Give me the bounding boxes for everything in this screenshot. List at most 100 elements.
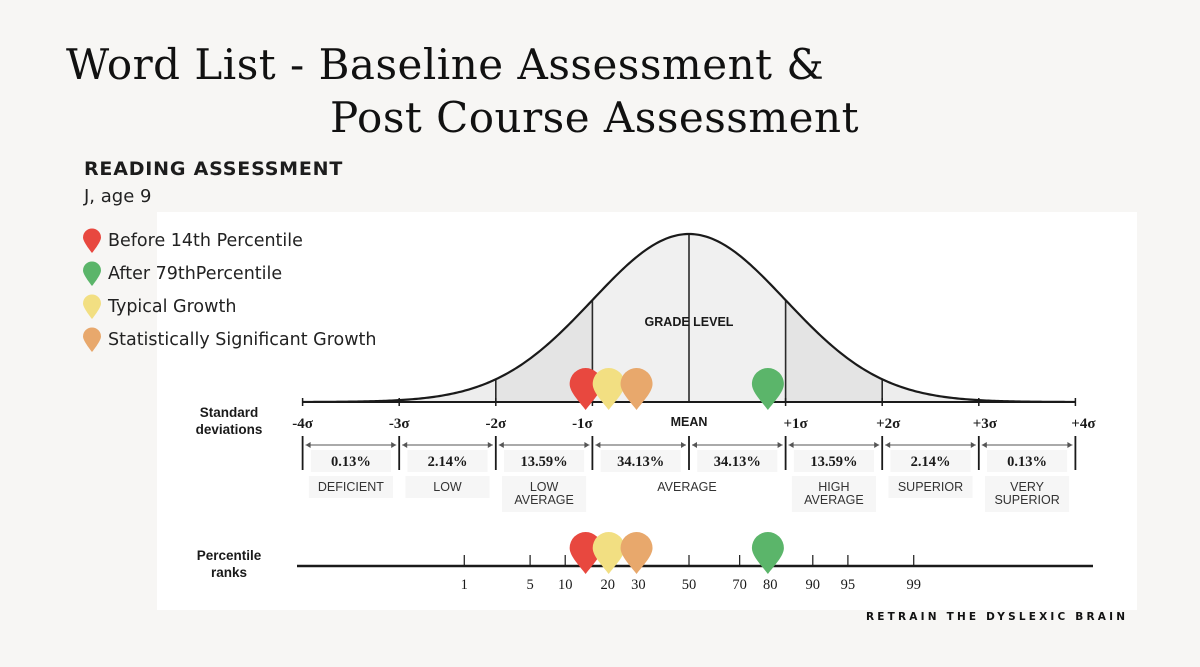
percentile-tick-label: 10	[558, 577, 573, 593]
arrow-left-icon	[498, 442, 504, 448]
footer-brand: RETRAIN THE DYSLEXIC BRAIN	[866, 611, 1129, 623]
band-percentage: 0.13%	[1007, 454, 1047, 470]
band-category-label: SUPERIOR	[994, 493, 1059, 507]
band-percentage: 13.59%	[521, 454, 568, 470]
map-pin-icon	[83, 228, 101, 253]
band-category-label: VERY	[1010, 480, 1044, 494]
percentile-marker-pin	[620, 532, 653, 574]
mean-label: MEAN	[671, 415, 708, 429]
percentile-marker-pin	[569, 532, 602, 574]
map-pin-icon	[83, 294, 101, 319]
sd-tick-label: +4σ	[1071, 416, 1096, 432]
curve-marker-pin	[620, 368, 653, 410]
band-percentage: 2.14%	[911, 454, 951, 470]
band-percentage: 34.13%	[617, 454, 664, 470]
percentile-axis-title: Percentile	[197, 548, 262, 563]
band-category-bg	[502, 476, 587, 512]
legend-item-typical-growth: Typical Growth	[82, 290, 377, 323]
percentile-tick-label: 99	[906, 577, 921, 593]
band-category-bg	[405, 476, 490, 498]
band-pct-bg	[600, 450, 681, 472]
band-pct-bg	[310, 450, 391, 472]
sd-tick-label: +1σ	[783, 416, 808, 432]
sd-tick-label: +3σ	[973, 416, 998, 432]
band-category-label: DEFICIENT	[318, 480, 384, 494]
arrow-right-icon	[1067, 442, 1073, 448]
arrow-right-icon	[487, 442, 493, 448]
arrow-right-icon	[970, 442, 976, 448]
band-category-label: LOW	[433, 480, 462, 494]
percentile-tick-label: 5	[526, 577, 533, 593]
percentile-marker-pin	[751, 532, 784, 574]
band-pct-bg	[407, 450, 488, 472]
percentile-tick-label: 95	[841, 577, 856, 593]
arrow-right-icon	[874, 442, 880, 448]
band-pct-bg	[890, 450, 971, 472]
percentile-tick-label: 20	[600, 577, 615, 593]
sd-axis-title: deviations	[196, 422, 263, 437]
arrow-left-icon	[981, 442, 987, 448]
band-category-bg	[985, 476, 1070, 512]
legend-label: Before 14th Percentile	[108, 230, 303, 251]
sd-tick-label: -2σ	[485, 416, 506, 432]
arrow-right-icon	[681, 442, 686, 448]
band-category-label: LOW	[530, 480, 559, 494]
arrow-right-icon	[584, 442, 590, 448]
percentile-tick-label: 30	[631, 577, 646, 593]
curve-marker-pin	[569, 368, 602, 410]
band-category-label: SUPERIOR	[898, 480, 963, 494]
band-category-bg	[308, 476, 393, 498]
page-title-line-1: Word List - Baseline Assessment &	[66, 40, 825, 89]
sd-tick-label: -4σ	[292, 416, 313, 432]
arrow-left-icon	[595, 442, 601, 448]
page-title-line-2: Post Course Assessment	[330, 93, 859, 142]
percentile-tick-label: 50	[682, 577, 697, 593]
section-heading: READING ASSESSMENT	[84, 158, 344, 180]
curve-marker-pin	[592, 368, 625, 410]
sd-axis-title: Standard	[200, 405, 259, 420]
bell-curve-line	[302, 232, 1076, 404]
percentile-tick-label: 80	[763, 577, 778, 593]
band-pct-bg	[697, 450, 778, 472]
percentile-tick-label: 70	[732, 577, 747, 593]
band-pct-bg	[793, 450, 874, 472]
legend-label: Statistically Significant Growth	[108, 329, 377, 350]
legend-item-after: After 79thPercentile	[82, 257, 377, 290]
band-pct-bg	[504, 450, 585, 472]
legend-item-significant-growth: Statistically Significant Growth	[82, 323, 377, 356]
band-pct-bg	[987, 450, 1068, 472]
band-category-label: AVERAGE	[514, 493, 574, 507]
arrow-left-icon	[305, 442, 311, 448]
map-pin-icon	[83, 327, 101, 352]
student-subtitle: J, age 9	[84, 186, 152, 207]
band-category-label: HIGH	[818, 480, 849, 494]
arrow-left-icon	[402, 442, 408, 448]
curve-marker-pin	[751, 368, 784, 410]
legend-label: Typical Growth	[108, 296, 237, 317]
sd-tick-label: -1σ	[572, 416, 593, 432]
map-pin-icon	[83, 261, 101, 286]
grade-level-label: GRADE LEVEL	[645, 315, 734, 329]
arrow-right-icon	[777, 442, 783, 448]
band-category-label: AVERAGE	[804, 493, 864, 507]
percentile-marker-pin	[592, 532, 625, 574]
sd-tick-label: -3σ	[389, 416, 410, 432]
band-percentage: 0.13%	[331, 454, 371, 470]
percentile-tick-label: 90	[806, 577, 821, 593]
legend-label: After 79thPercentile	[108, 263, 283, 284]
band-percentage: 2.14%	[428, 454, 468, 470]
average-category-label: AVERAGE	[657, 480, 717, 494]
band-category-bg	[888, 476, 973, 498]
arrow-left-icon	[885, 442, 891, 448]
legend: Before 14th Percentile After 79thPercent…	[82, 224, 377, 356]
percentile-tick-label: 1	[461, 577, 468, 593]
arrow-left-icon	[692, 442, 697, 448]
band-percentage: 34.13%	[714, 454, 761, 470]
percentile-axis-title: ranks	[211, 565, 247, 580]
arrow-right-icon	[391, 442, 397, 448]
arrow-left-icon	[788, 442, 794, 448]
legend-item-before: Before 14th Percentile	[82, 224, 377, 257]
band-category-bg	[791, 476, 876, 512]
band-percentage: 13.59%	[810, 454, 857, 470]
